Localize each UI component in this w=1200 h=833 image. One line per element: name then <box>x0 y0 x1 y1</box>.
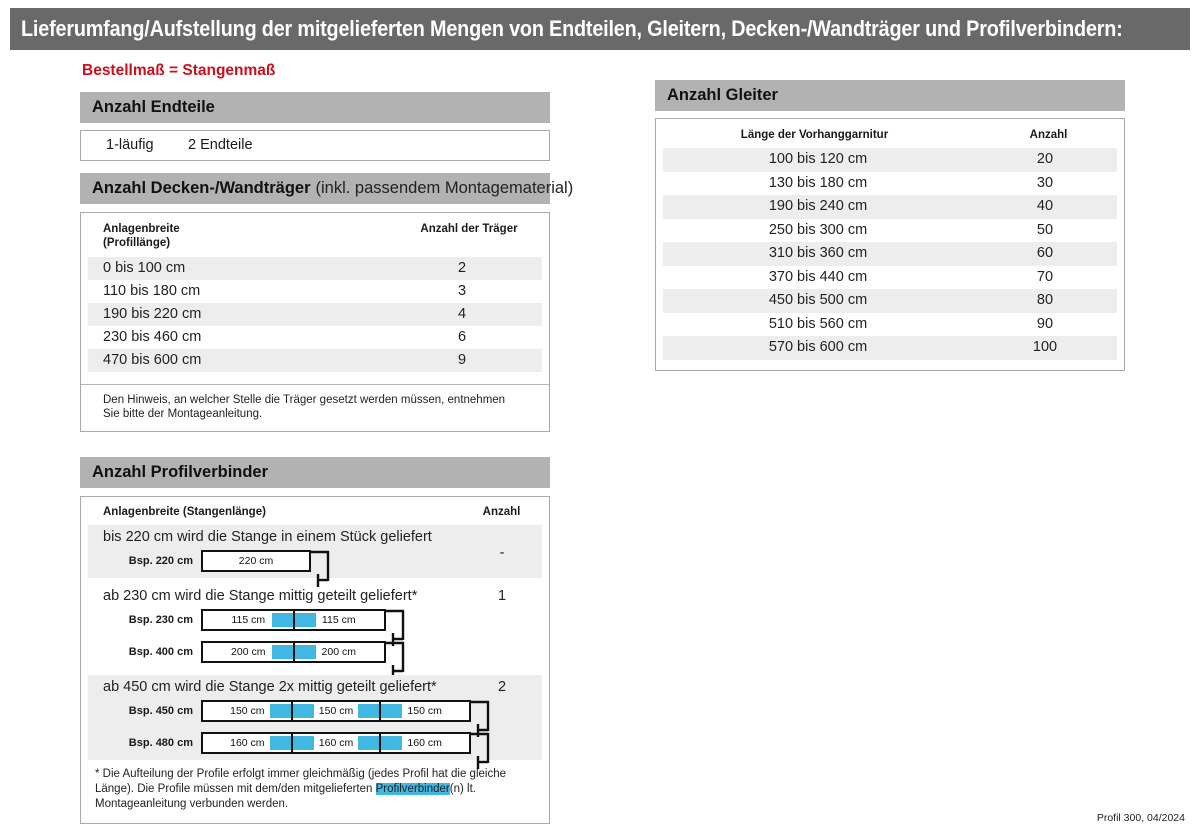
rod-diagram-480: Bsp. 480 cm 160 cm 160 cm 160 cm <box>88 732 542 769</box>
section-header-endteile-label: Anzahl Endteile <box>92 98 215 116</box>
pv-block-ab-450: ab 450 cm wird die Stange 2x mittig gete… <box>88 675 542 769</box>
table-row: 190 bis 240 cm 40 <box>663 195 1117 219</box>
rod-diagram-220: Bsp. 220 cm 220 cm <box>88 550 542 587</box>
rod-diagram-label: Bsp. 220 cm <box>128 555 193 567</box>
rod-diagram-label: Bsp. 400 cm <box>128 646 193 658</box>
page-title: Lieferumfang/Aufstellung der mitgeliefer… <box>21 16 1123 41</box>
section-header-traeger-label: Anzahl Decken-/Wandträger <box>92 179 311 197</box>
pv-block-bis-220: bis 220 cm wird die Stange in einem Stüc… <box>88 525 542 587</box>
rod-end-bracket-icon <box>384 609 405 646</box>
section-header-gleiter-label: Anzahl Gleiter <box>667 86 778 104</box>
profilverbinder-table-header: Anlagenbreite (Stangenlänge) Anzahl <box>81 497 549 525</box>
table-row: 0 bis 100 cm 2 <box>88 257 542 280</box>
pv-col2-header: Anzahl <box>482 506 521 518</box>
rod-divider <box>379 700 382 722</box>
pv-footnote: * Die Aufteilung der Profile erfolgt imm… <box>95 768 507 810</box>
rod-end-bracket-icon <box>309 550 330 587</box>
table-row: 110 bis 180 cm 3 <box>103 283 467 299</box>
table-row: 310 bis 360 cm 60 <box>663 242 1117 266</box>
section-header-profilverbinder: Anzahl Profilverbinder <box>80 457 550 488</box>
pv-block-text: ab 230 cm wird die Stange mittig geteilt… <box>103 588 418 604</box>
order-size-note: Bestellmaß = Stangenmaß <box>82 62 276 79</box>
gleiter-table: Länge der Vorhanggarnitur Anzahl 100 bis… <box>655 118 1125 371</box>
rod-230: 115 cm 115 cm <box>201 609 405 646</box>
table-row: 230 bis 460 cm 6 <box>103 329 467 345</box>
rod-divider <box>292 641 295 663</box>
endteile-table: 1-läufig 2 Endteile <box>80 130 550 161</box>
rod-diagram-label: Bsp. 230 cm <box>128 614 193 626</box>
pv-block-ab-230: ab 230 cm wird die Stange mittig geteilt… <box>88 584 542 678</box>
endteile-type: 1-läufig <box>106 137 154 153</box>
table-row: 470 bis 600 cm 9 <box>88 349 542 372</box>
rod-diagram-230: Bsp. 230 cm 115 cm 115 cm <box>88 609 542 646</box>
section-header-profilverbinder-label: Anzahl Profilverbinder <box>92 463 269 481</box>
rod-diagram-450: Bsp. 450 cm 150 cm 150 cm 150 cm <box>88 700 542 737</box>
gleiter-table-header: Länge der Vorhanggarnitur Anzahl <box>656 119 1124 148</box>
rod-end-bracket-icon <box>469 732 490 769</box>
rod-diagram-400: Bsp. 400 cm 200 cm 200 cm <box>88 641 542 678</box>
traeger-col1-header: Anlagenbreite (Profillänge) <box>103 223 180 249</box>
rod-divider <box>379 732 382 754</box>
document-version: Profil 300, 04/2024 <box>1096 812 1185 824</box>
table-row: 450 bis 500 cm 80 <box>663 289 1117 313</box>
footnote-highlight: Profilverbinder <box>375 783 450 795</box>
table-row: 100 bis 120 cm 20 <box>663 148 1117 172</box>
rod-divider <box>292 609 295 631</box>
table-row: 190 bis 220 cm 4 <box>88 303 542 326</box>
pv-col1-header: Anlagenbreite (Stangenlänge) <box>103 506 266 518</box>
traeger-col2-header: Anzahl der Träger <box>420 223 518 235</box>
rod-divider <box>290 732 293 754</box>
rod-divider <box>290 700 293 722</box>
rod-end-bracket-icon <box>469 700 490 737</box>
section-header-gleiter: Anzahl Gleiter <box>655 80 1125 111</box>
table-row: 570 bis 600 cm 100 <box>663 336 1117 360</box>
table-row: 130 bis 180 cm 30 <box>768 174 1054 191</box>
rod-end-bracket-icon <box>384 641 405 678</box>
table-row: 250 bis 300 cm 50 <box>768 221 1054 238</box>
rod-400: 200 cm 200 cm <box>201 641 405 678</box>
pv-block-anzahl: 1 <box>497 588 507 604</box>
pv-block-anzahl: 2 <box>497 679 507 695</box>
traeger-table-header: Anlagenbreite (Profillänge) Anzahl der T… <box>81 213 549 257</box>
rod-450: 150 cm 150 cm 150 cm <box>201 700 490 737</box>
section-header-endteile: Anzahl Endteile <box>80 92 550 123</box>
rod-220: 220 cm <box>201 550 330 587</box>
rod-480: 160 cm 160 cm 160 cm <box>201 732 490 769</box>
traeger-note: Den Hinweis, an welcher Stelle die Träge… <box>81 384 549 431</box>
page-title-bar: Lieferumfang/Aufstellung der mitgeliefer… <box>10 8 1190 50</box>
endteile-value: 2 Endteile <box>188 137 253 153</box>
pv-block-text: ab 450 cm wird die Stange 2x mittig gete… <box>103 679 437 695</box>
rod-diagram-label: Bsp. 450 cm <box>128 705 193 717</box>
rod-diagram-label: Bsp. 480 cm <box>128 737 193 749</box>
pv-block-anzahl: - <box>499 545 505 561</box>
section-header-traeger-suffix: (inkl. passendem Montagematerial) <box>315 179 574 197</box>
table-row: 510 bis 560 cm 90 <box>768 315 1054 332</box>
gleiter-col2-header: Anzahl <box>1029 129 1068 141</box>
traeger-table: Anlagenbreite (Profillänge) Anzahl der T… <box>80 212 550 432</box>
table-row: 370 bis 440 cm 70 <box>768 268 1054 285</box>
gleiter-col1-header: Länge der Vorhanggarnitur <box>740 129 889 141</box>
profilverbinder-table: Anlagenbreite (Stangenlänge) Anzahl bis … <box>80 496 550 824</box>
pv-block-text: bis 220 cm wird die Stange in einem Stüc… <box>103 529 432 545</box>
section-header-traeger: Anzahl Decken-/Wandträger (inkl. passend… <box>80 173 573 204</box>
